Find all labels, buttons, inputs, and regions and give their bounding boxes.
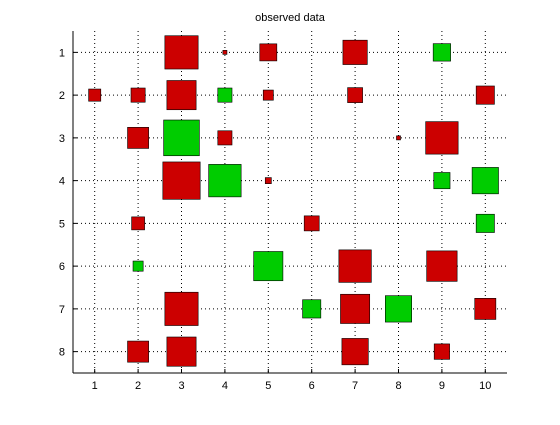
axes <box>72 31 507 374</box>
x-tick-label: 7 <box>352 380 358 392</box>
positive-cell <box>162 161 201 200</box>
positive-cell <box>426 250 458 282</box>
negative-cell <box>432 43 451 62</box>
positive-cell <box>433 343 450 360</box>
positive-cell <box>338 249 372 283</box>
x-tick-label: 10 <box>479 380 491 392</box>
positive-cell <box>88 88 102 102</box>
positive-cell <box>217 130 233 146</box>
grid-lines <box>73 31 507 373</box>
positive-cell <box>347 87 363 103</box>
negative-cell <box>208 164 242 198</box>
positive-cell <box>264 177 272 184</box>
y-tick-label: 2 <box>59 90 65 102</box>
positive-cell <box>396 135 401 141</box>
negative-cell <box>217 87 233 103</box>
y-axis-ticks: 1 2 3 4 5 6 7 8 <box>59 47 77 359</box>
positive-cell <box>127 127 149 149</box>
positive-cell <box>222 50 228 55</box>
chart-title: observed data <box>255 12 326 24</box>
positive-cell <box>164 35 199 70</box>
negative-cell <box>302 299 322 319</box>
positive-cell <box>341 338 369 366</box>
x-axis-ticks: 1 2 3 4 5 6 7 8 9 10 <box>92 369 491 392</box>
positive-cell <box>130 87 146 103</box>
negative-cell <box>132 260 144 272</box>
positive-cell <box>166 80 197 111</box>
negative-cell <box>163 119 200 157</box>
negative-cell <box>253 251 284 282</box>
negative-cell <box>433 172 451 190</box>
x-tick-label: 2 <box>135 380 141 392</box>
x-tick-label: 3 <box>178 380 184 392</box>
x-tick-label: 4 <box>222 380 228 392</box>
positive-cell <box>475 85 495 105</box>
x-tick-label: 5 <box>265 380 271 392</box>
x-tick-label: 1 <box>92 380 98 392</box>
y-tick-label: 8 <box>59 347 65 359</box>
y-tick-label: 7 <box>59 304 65 316</box>
positive-cell <box>425 121 459 155</box>
y-tick-label: 5 <box>59 218 65 230</box>
positive-cell <box>166 336 197 367</box>
y-tick-label: 6 <box>59 261 65 273</box>
y-tick-label: 3 <box>59 133 65 145</box>
negative-cell <box>475 213 495 233</box>
positive-cell <box>131 216 145 231</box>
hinton-cells <box>88 35 499 367</box>
y-tick-label: 1 <box>59 47 65 59</box>
negative-cell <box>471 167 499 195</box>
x-tick-label: 6 <box>309 380 315 392</box>
positive-cell <box>127 340 149 363</box>
x-tick-label: 9 <box>439 380 445 392</box>
positive-cell <box>340 293 371 324</box>
positive-cell <box>164 291 199 326</box>
positive-cell <box>342 39 368 65</box>
positive-cell <box>262 89 274 101</box>
positive-cell <box>259 43 278 62</box>
y-tick-label: 4 <box>59 176 65 188</box>
x-tick-label: 8 <box>395 380 401 392</box>
positive-cell <box>303 215 320 232</box>
positive-cell <box>474 298 497 320</box>
negative-cell <box>385 295 412 323</box>
